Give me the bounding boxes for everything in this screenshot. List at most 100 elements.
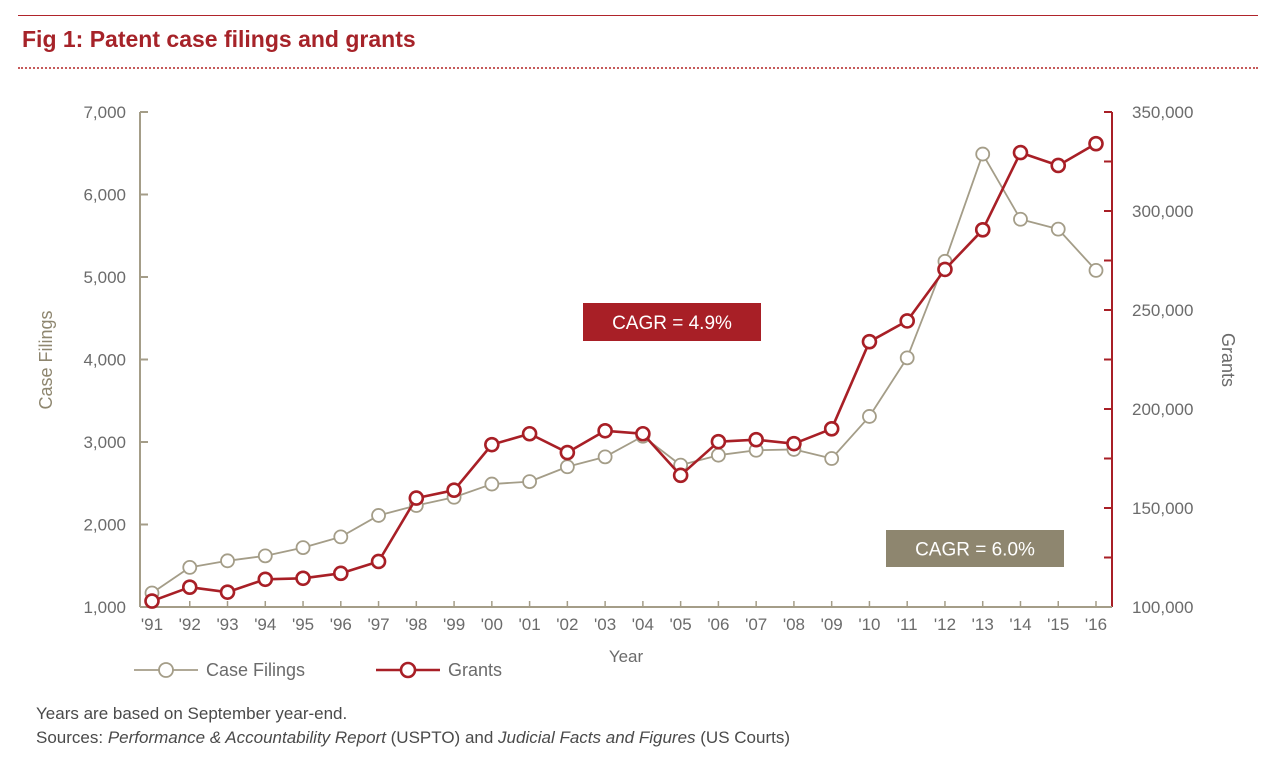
- grants-point: [635, 425, 651, 442]
- case-filings-point: [597, 449, 613, 465]
- legend-marker-grants: [399, 661, 417, 679]
- grants-point: [861, 333, 878, 350]
- grants-point: [295, 570, 311, 587]
- x-tick-label: '96: [330, 615, 352, 634]
- grants-point: [370, 553, 387, 570]
- case-filings-point: [824, 451, 840, 466]
- grants-point: [446, 482, 462, 498]
- case-filings-point: [711, 447, 726, 463]
- cagr-label: CAGR = 4.9%: [612, 313, 732, 334]
- cagr-label: CAGR = 6.0%: [915, 540, 1035, 561]
- grants-point: [899, 313, 916, 329]
- case-filings-point: [1050, 221, 1066, 237]
- source-report-2: Judicial Facts and Figures: [498, 728, 696, 747]
- chart: 1,000 2,000 3,000 4,000 5,000 6,000 7,000 100,0…: [36, 103, 1238, 680]
- grants-point: [786, 435, 802, 452]
- grants-point: [257, 571, 274, 588]
- y-right-tick-label: 300,000: [1132, 202, 1193, 221]
- x-tick-label: '05: [670, 615, 692, 634]
- source-report-1-org: (USPTO) and: [385, 728, 499, 747]
- grants-point: [1050, 157, 1067, 174]
- x-tick-label: '95: [292, 615, 314, 634]
- y-right-tick-label: 250,000: [1132, 301, 1193, 320]
- chart-title: Fig 1: Patent case filings and grants: [22, 26, 416, 52]
- case-filings-point: [1088, 262, 1104, 278]
- source-report-2-org: (US Courts): [695, 728, 790, 747]
- x-tick-label: '91: [141, 615, 163, 634]
- grants-point: [974, 222, 991, 238]
- y-left-tick-label: 1,000: [83, 598, 126, 617]
- case-filings-point: [257, 548, 273, 564]
- grants-point: [672, 467, 689, 484]
- grants-point: [748, 431, 764, 448]
- legend-label-grants: Grants: [448, 660, 502, 680]
- case-filings-line: [151, 153, 1097, 594]
- grants-point: [181, 579, 198, 596]
- x-tick-label: '13: [972, 615, 994, 634]
- x-tick-label: '02: [556, 615, 578, 634]
- grants-point: [521, 425, 538, 442]
- case-filings-point: [295, 540, 311, 555]
- grants-point: [710, 433, 727, 450]
- case-filings-point: [371, 508, 386, 523]
- y-left-tick-label: 7,000: [83, 103, 126, 122]
- grants-point: [823, 420, 840, 437]
- cagr-box: [583, 303, 761, 341]
- x-tick-label: '04: [632, 615, 654, 634]
- case-filings-point: [899, 350, 915, 366]
- y-left-tick-label: 2,000: [83, 516, 126, 535]
- x-tick-label: '99: [443, 615, 465, 634]
- grants-point: [559, 444, 576, 461]
- x-tick-label: '14: [1009, 615, 1031, 634]
- grants-point: [1088, 135, 1104, 152]
- x-tick-label: '97: [367, 615, 389, 634]
- y-left-tick-label: 6,000: [83, 186, 126, 205]
- x-tick-label: '92: [179, 615, 201, 634]
- case-filings-point: [559, 459, 575, 475]
- case-filings-point: [1013, 211, 1028, 227]
- y-right-tick-label: 150,000: [1132, 499, 1193, 518]
- y-left-axis-title: Case Filings: [36, 310, 56, 409]
- case-filings-point: [522, 474, 537, 490]
- grants-point: [408, 490, 425, 506]
- footnote-years: Years are based on September year-end.: [36, 704, 348, 723]
- axes: 1,000 2,000 3,000 4,000 5,000 6,000 7,000 100,0…: [36, 103, 1238, 666]
- legend: Case Filings Grants: [134, 660, 502, 680]
- y-left-tick-label: 3,000: [83, 433, 126, 452]
- x-tick-label: '11: [897, 615, 918, 634]
- x-tick-label: '15: [1047, 615, 1069, 634]
- x-axis-title: Year: [609, 647, 644, 666]
- grants-point: [332, 565, 349, 582]
- case-filings-point: [182, 560, 198, 575]
- cagr-box: [886, 530, 1064, 567]
- x-tick-label: '16: [1085, 615, 1107, 634]
- legend-label-case-filings: Case Filings: [206, 660, 305, 680]
- x-tick-label: '98: [405, 615, 427, 634]
- footnotes: Years are based on September year-end. S…: [36, 702, 790, 750]
- grants-point: [597, 422, 613, 439]
- x-tick-label: '07: [745, 615, 767, 634]
- grants-point: [144, 593, 160, 609]
- x-tick-label: '94: [254, 615, 276, 634]
- y-right-axis-title: Grants: [1218, 333, 1238, 387]
- case-filings-point: [862, 409, 877, 424]
- grants-point: [219, 584, 236, 600]
- y-left-tick-label: 4,000: [83, 351, 126, 370]
- grants-point: [937, 261, 953, 278]
- grants-point: [1012, 144, 1029, 161]
- y-right-tick-label: 100,000: [1132, 598, 1193, 617]
- legend-marker-case-filings: [158, 662, 174, 678]
- case-filings-point: [220, 553, 235, 569]
- x-tick-label: '01: [519, 615, 541, 634]
- x-tick-label: '03: [594, 615, 616, 634]
- y-right-tick-label: 350,000: [1132, 103, 1193, 122]
- series-grants: [144, 135, 1104, 609]
- footnote-sources: Sources: Performance & Accountability Re…: [36, 726, 790, 750]
- x-tick-label: '09: [821, 615, 843, 634]
- case-filings-point: [484, 476, 500, 492]
- x-tick-label: '08: [783, 615, 805, 634]
- annotations: CAGR = 4.9% CAGR = 6.0%: [583, 303, 1064, 567]
- source-report-1: Performance & Accountability Report: [107, 728, 386, 747]
- sources-prefix: Sources:: [36, 728, 108, 747]
- x-tick-label: '10: [858, 615, 880, 634]
